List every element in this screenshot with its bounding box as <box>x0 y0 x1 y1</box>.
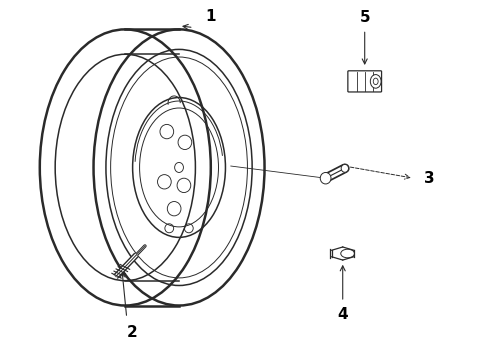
Ellipse shape <box>370 75 381 88</box>
Text: 5: 5 <box>359 10 370 25</box>
Text: 4: 4 <box>338 307 348 322</box>
Ellipse shape <box>341 165 348 172</box>
Text: 1: 1 <box>205 9 216 24</box>
Ellipse shape <box>320 172 331 184</box>
Text: 3: 3 <box>424 171 435 186</box>
FancyBboxPatch shape <box>348 71 382 92</box>
Text: 2: 2 <box>126 325 137 340</box>
